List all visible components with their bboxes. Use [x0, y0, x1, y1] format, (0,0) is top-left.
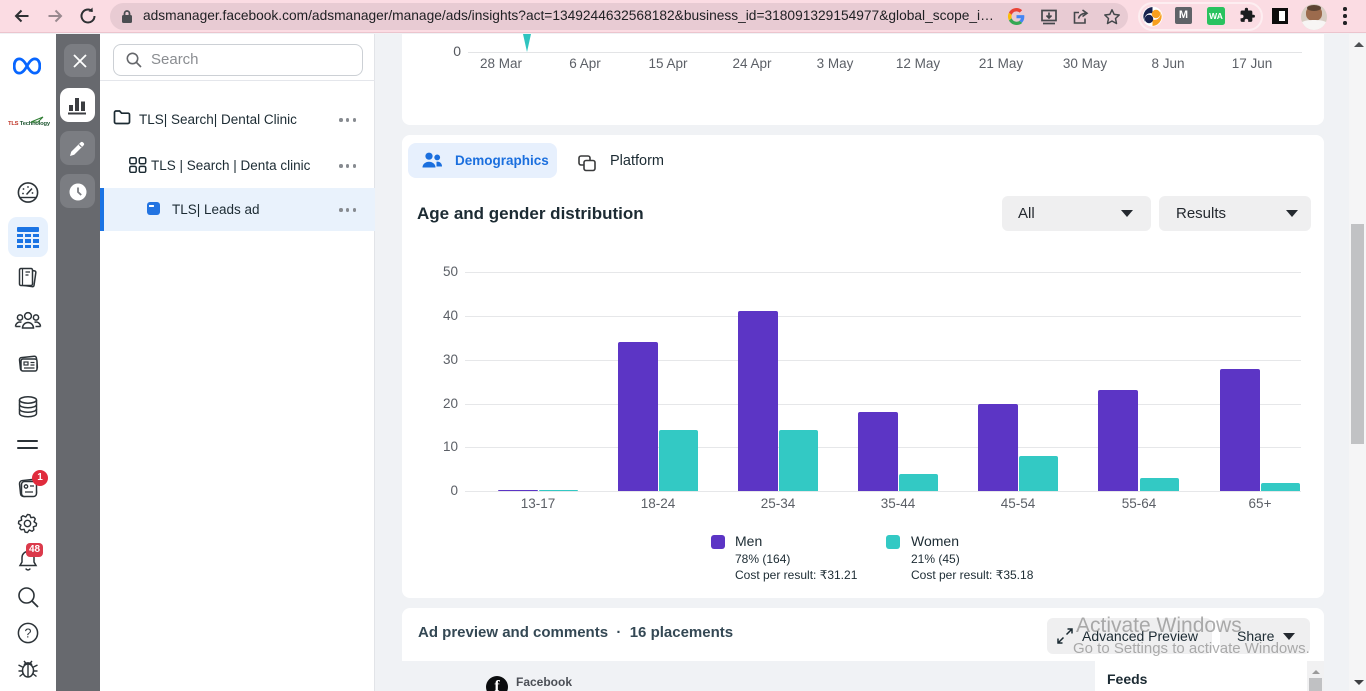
svg-text:?: ?: [25, 627, 32, 641]
